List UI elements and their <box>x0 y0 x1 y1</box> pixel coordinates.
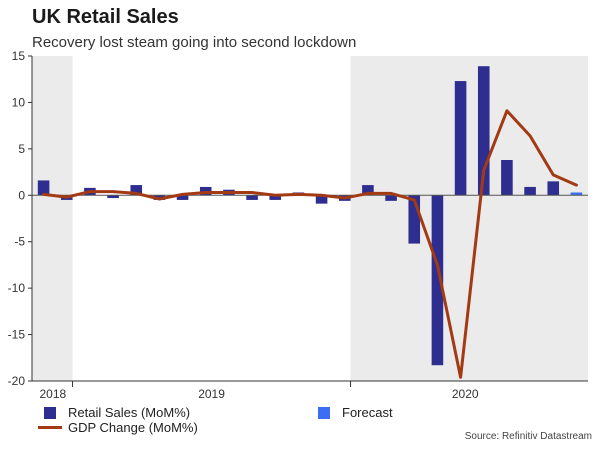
retail-sales-bar <box>37 180 50 196</box>
retail-sales-bar <box>246 195 258 200</box>
y-tick-label: -20 <box>8 374 26 388</box>
retail-sales-bar <box>501 160 513 196</box>
legend-forecast: Forecast <box>318 405 393 420</box>
x-year-label: 2018 <box>39 387 66 401</box>
retail-sales-bar <box>362 185 374 196</box>
retail-sales-bar <box>385 195 397 201</box>
retail-sales-bar <box>547 181 560 196</box>
y-tick-label: -5 <box>14 235 25 249</box>
legend-retail-label: Retail Sales (MoM%) <box>68 405 191 420</box>
gdp-change-line <box>42 109 578 379</box>
forecast-swatch <box>318 406 330 419</box>
retail-sales-bar <box>408 195 421 244</box>
source-note: Source: Refinitiv Datastream <box>464 431 592 442</box>
retail-sales-bar <box>176 195 189 200</box>
y-tick-label: 10 <box>12 95 26 109</box>
retail-sales-bar <box>315 195 328 204</box>
y-tick-label: 15 <box>12 49 26 63</box>
retail-sales-bar <box>431 195 444 366</box>
chart-subtitle: Recovery lost steam going into second lo… <box>32 34 357 51</box>
gdp-line-swatch <box>38 426 62 429</box>
shaded-band-2020 <box>350 56 588 381</box>
legend-retail-sales: Retail Sales (MoM%) <box>44 405 190 420</box>
retail-sales-bar <box>454 81 467 196</box>
retail-sales-bar <box>477 66 490 196</box>
chart-title: UK Retail Sales <box>32 6 179 28</box>
x-year-label: 2019 <box>198 387 225 401</box>
retail-sales-bar <box>524 186 536 196</box>
retail-sales-bar <box>107 195 119 199</box>
x-year-label: 2020 <box>452 387 479 401</box>
retail-sales-bar <box>269 195 282 200</box>
retail-sales-bar <box>130 185 143 196</box>
y-tick-label: 0 <box>18 188 25 202</box>
y-tick-label: -15 <box>8 328 26 342</box>
legend-gdp: GDP Change (MoM%) <box>38 420 198 435</box>
y-tick-label: 5 <box>18 142 25 156</box>
legend-forecast-label: Forecast <box>342 405 393 420</box>
forecast-bar <box>570 192 583 196</box>
y-tick-label: -10 <box>8 281 26 295</box>
shaded-band-2018 <box>32 56 73 381</box>
retail-sales-swatch <box>44 406 56 419</box>
legend-gdp-label: GDP Change (MoM%) <box>68 420 198 435</box>
